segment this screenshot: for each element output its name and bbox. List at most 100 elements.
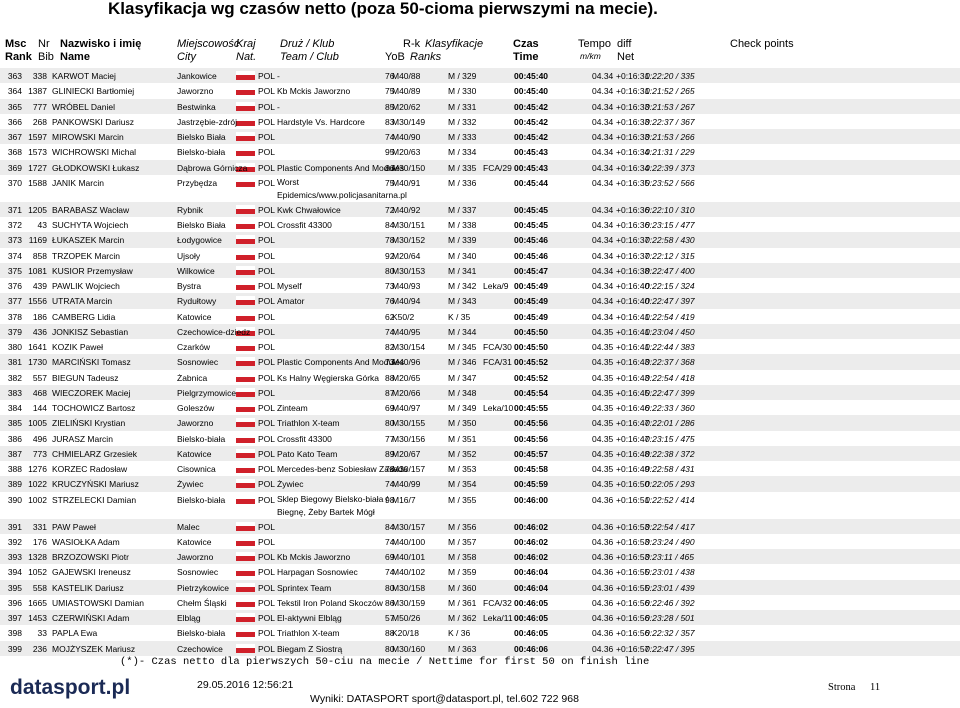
cell-club: Kb Mckis Jaworzno <box>277 86 351 97</box>
cell-city: Dąbrowa Górnicza <box>177 162 248 173</box>
cell-city: Bestwinka <box>177 101 216 112</box>
cell-time: 00:45:52 <box>514 372 549 383</box>
cell-diff: +0:16:49 <box>616 464 650 474</box>
cell-cat: M30/153 <box>392 265 426 276</box>
cell-net: 0:23:24 / 490 <box>645 536 695 547</box>
cell-yob: 77 <box>385 433 395 444</box>
table-row: 391 331 PAW Paweł Malec POL 84 M30/157 M / 356 0… <box>0 518 960 534</box>
cell-yob: 74 <box>385 479 395 490</box>
cell-msc: 394 <box>7 567 22 578</box>
cell-city: Sosnowiec <box>177 567 219 578</box>
flag <box>236 536 255 546</box>
cell-cat: M40/91 <box>392 177 421 188</box>
cell-club: Mercedes-benz Sobiesław Zasada <box>277 464 408 474</box>
cell-net: 0:23:15 / 475 <box>645 433 695 444</box>
cell-msc: 389 <box>7 479 22 490</box>
cell-nat: POL <box>258 281 276 291</box>
cell-city: Czechowice <box>177 643 223 654</box>
cell-net: 0:22:47 / 399 <box>645 387 695 398</box>
cell-msc: 375 <box>7 265 22 276</box>
cell-diff: +0:16:56 <box>616 597 650 608</box>
cell-nat: POL <box>258 433 276 444</box>
cell-diff: +0:16:47 <box>616 418 650 429</box>
cell-net: 0:22:01 / 286 <box>645 418 695 429</box>
table-row: 371 1205 BARABASZ Wacław Rybnik POL Kwk Chwał… <box>0 201 960 217</box>
cell-nr: 268 <box>32 116 47 127</box>
cell-time: 00:45:55 <box>514 403 549 413</box>
cell-name: KOZIK Paweł <box>52 342 104 352</box>
cell-yob: 87 <box>385 387 395 398</box>
cell-nr: 1588 <box>28 177 47 188</box>
cell-diff: +0:16:38 <box>616 265 650 276</box>
table-row: 397 1453 CZERWIŃSKI Adam Elbląg POL El-aktywn… <box>0 610 960 626</box>
cell-yob: 83 <box>385 116 395 127</box>
cell-cat: M40/102 <box>392 567 426 578</box>
cell-tempo: 04.34 <box>592 86 614 97</box>
cell-club: Plastic Components And Modules <box>277 357 405 368</box>
cell-name: JANIK Marcin <box>52 177 104 188</box>
cell-cat: M40/96 <box>392 357 421 368</box>
cell-ranks: Leka/11 <box>483 613 513 623</box>
cell-club: - <box>277 71 280 81</box>
cell-name: ŁUKASZEK Marcin <box>52 235 125 246</box>
logo: datasport.pl <box>10 676 131 699</box>
cell-city: Jankowice <box>177 71 217 81</box>
header-label: Czas <box>513 38 539 50</box>
cell-nr: 1730 <box>28 357 47 368</box>
cell-net: 0:22:37 / 367 <box>645 116 695 127</box>
header-label: Miejscowość <box>177 38 240 50</box>
cell-diff: +0:16:33 <box>616 132 650 142</box>
cell-msc: 392 <box>7 536 22 547</box>
table-row: 365 777 WRÓBEL Daniel Bestwinka POL - 85 M20/62… <box>0 98 960 114</box>
cell-nat: POL <box>258 342 276 352</box>
cell-nat: POL <box>258 311 276 322</box>
cell-time: 00:45:52 <box>514 357 549 368</box>
header-label: Nazwisko i imię <box>60 38 142 50</box>
cell-city: Czarków <box>177 342 211 352</box>
cell-nat: POL <box>258 521 276 532</box>
cell-time: 00:45:45 <box>514 220 549 230</box>
cell-cat: M30/156 <box>392 433 426 444</box>
cell-city: Bielsko Biała <box>177 220 226 230</box>
cell-club: Kb Mckis Jaworzno <box>277 552 351 562</box>
flag <box>236 582 255 592</box>
cell-tempo: 04.34 <box>592 296 614 307</box>
header-label: diff <box>617 38 632 50</box>
cell-rank: M / 345 <box>448 342 477 352</box>
cell-nat: POL <box>258 296 276 307</box>
cell-diff: +0:16:45 <box>616 387 650 398</box>
cell-name: UMIASTOWSKI Damian <box>52 597 144 608</box>
cell-club: Ks Halny Węgierska Górka <box>277 372 380 383</box>
cell-club: Plastic Components And Modules <box>277 162 405 173</box>
cell-msc: 380 <box>7 342 22 352</box>
cell-cat: M30/155 <box>392 418 426 429</box>
cell-msc: 381 <box>7 357 22 368</box>
cell-diff: +0:16:48 <box>616 448 650 459</box>
table-row: 398 33 PAPLA Ewa Bielsko-biała POL Triathlon … <box>0 625 960 641</box>
cell-time: 00:46:02 <box>514 536 549 547</box>
cell-rank: M / 336 <box>448 177 477 188</box>
cell-nr: 176 <box>32 536 47 547</box>
cell-name: KORZEC Radosław <box>52 464 128 474</box>
cell-net: 0:22:32 / 357 <box>645 628 695 639</box>
cell-tempo: 04.34 <box>592 265 614 276</box>
cell-cat: M30/160 <box>392 643 426 654</box>
cell-msc: 382 <box>7 372 22 383</box>
cell-rank: M / 331 <box>448 101 477 112</box>
cell-net: 0:22:05 / 293 <box>645 479 695 490</box>
cell-rank: M / 350 <box>448 418 477 429</box>
cell-rank: M / 337 <box>448 204 477 215</box>
cell-name: SUCHYTA Wojciech <box>52 220 129 230</box>
cell-cat: M30/157 <box>392 464 426 474</box>
flag <box>236 177 255 187</box>
cell-nat: POL <box>258 101 276 112</box>
page-number: 11 <box>870 682 881 693</box>
cell-time: 00:45:46 <box>514 250 549 261</box>
cell-nr: 1205 <box>28 204 47 215</box>
table-row: 372 43 SUCHYTA Wojciech Bielsko Biała POL Cro… <box>0 217 960 233</box>
cell-name: WASIOŁKA Adam <box>52 536 120 547</box>
cell-time: 00:46:05 <box>514 628 549 639</box>
cell-tempo: 04.36 <box>592 494 614 505</box>
header-label: m/km <box>580 51 601 61</box>
cell-cat: M40/90 <box>392 132 421 142</box>
